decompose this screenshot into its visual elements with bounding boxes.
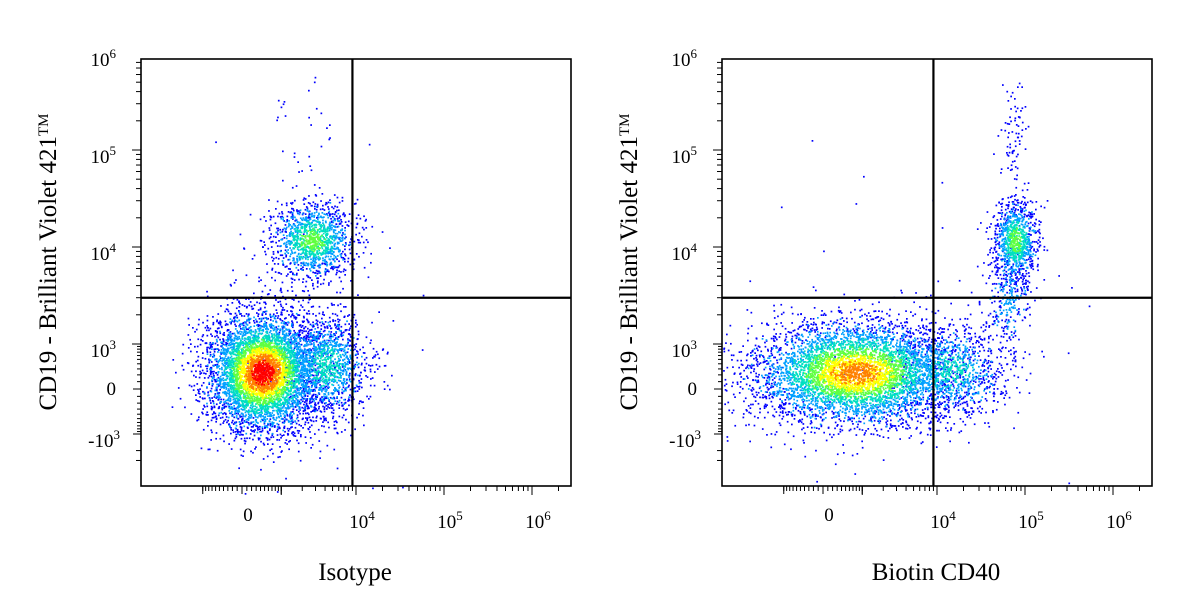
y-tick-label: 106 bbox=[671, 46, 698, 71]
event-points bbox=[171, 76, 425, 495]
density-level-0 bbox=[171, 76, 425, 495]
x-tick-label: 104 bbox=[349, 508, 375, 533]
trademark-mark: TM bbox=[617, 113, 633, 137]
y-tick-label: -103 bbox=[88, 427, 120, 452]
y-tick-label: 103 bbox=[671, 337, 698, 362]
x-tick-label: 104 bbox=[930, 508, 956, 533]
y-tick-label: -103 bbox=[669, 427, 701, 452]
y-axis-label: CD19 - Brilliant Violet 421TM bbox=[35, 113, 62, 411]
y-axis-label: CD19 - Brilliant Violet 421TM bbox=[616, 113, 643, 411]
x-axis-label: Isotype bbox=[318, 559, 392, 586]
y-axis-ticks bbox=[132, 61, 141, 461]
x-tick-label: 105 bbox=[437, 508, 463, 533]
x-tick-label: 105 bbox=[1018, 508, 1044, 533]
scatter-plot-area bbox=[132, 58, 572, 495]
x-axis-label: Biotin CD40 bbox=[871, 559, 1001, 586]
y-tick-label: 0 bbox=[106, 379, 117, 400]
y-tick-label: 104 bbox=[90, 240, 117, 265]
y-axis-ticks bbox=[713, 61, 722, 461]
event-points bbox=[723, 82, 1091, 485]
y-tick-label: 106 bbox=[90, 46, 117, 71]
density-level-1 bbox=[203, 202, 363, 437]
trademark-mark: TM bbox=[36, 113, 52, 137]
x-tick-label: 106 bbox=[1106, 508, 1132, 533]
y-tick-label: 0 bbox=[687, 379, 698, 400]
x-tick-label: 0 bbox=[824, 505, 834, 526]
x-axis-ticks bbox=[783, 486, 1140, 495]
x-tick-label: 0 bbox=[243, 505, 253, 526]
y-tick-label: 105 bbox=[90, 143, 117, 168]
scatter-plot-area bbox=[713, 58, 1153, 495]
y-tick-label: 105 bbox=[671, 143, 698, 168]
density-level-6 bbox=[251, 359, 275, 386]
plot-frame bbox=[140, 58, 572, 487]
flow-plot-biotin-cd40: CD19 - Brilliant Violet 421TM Biotin CD4… bbox=[581, 0, 1181, 600]
y-tick-label: 104 bbox=[671, 240, 698, 265]
density-level-0 bbox=[723, 82, 1091, 485]
flow-plot-isotype: CD19 - Brilliant Violet 421TM Isotype 0 1… bbox=[35, 46, 572, 586]
density-level-5 bbox=[829, 360, 882, 386]
density-level-2 bbox=[223, 220, 346, 415]
x-tick-label: 106 bbox=[525, 508, 551, 533]
x-axis-ticks bbox=[202, 486, 559, 495]
y-tick-label: 103 bbox=[90, 337, 117, 362]
density-level-3 bbox=[231, 228, 327, 406]
